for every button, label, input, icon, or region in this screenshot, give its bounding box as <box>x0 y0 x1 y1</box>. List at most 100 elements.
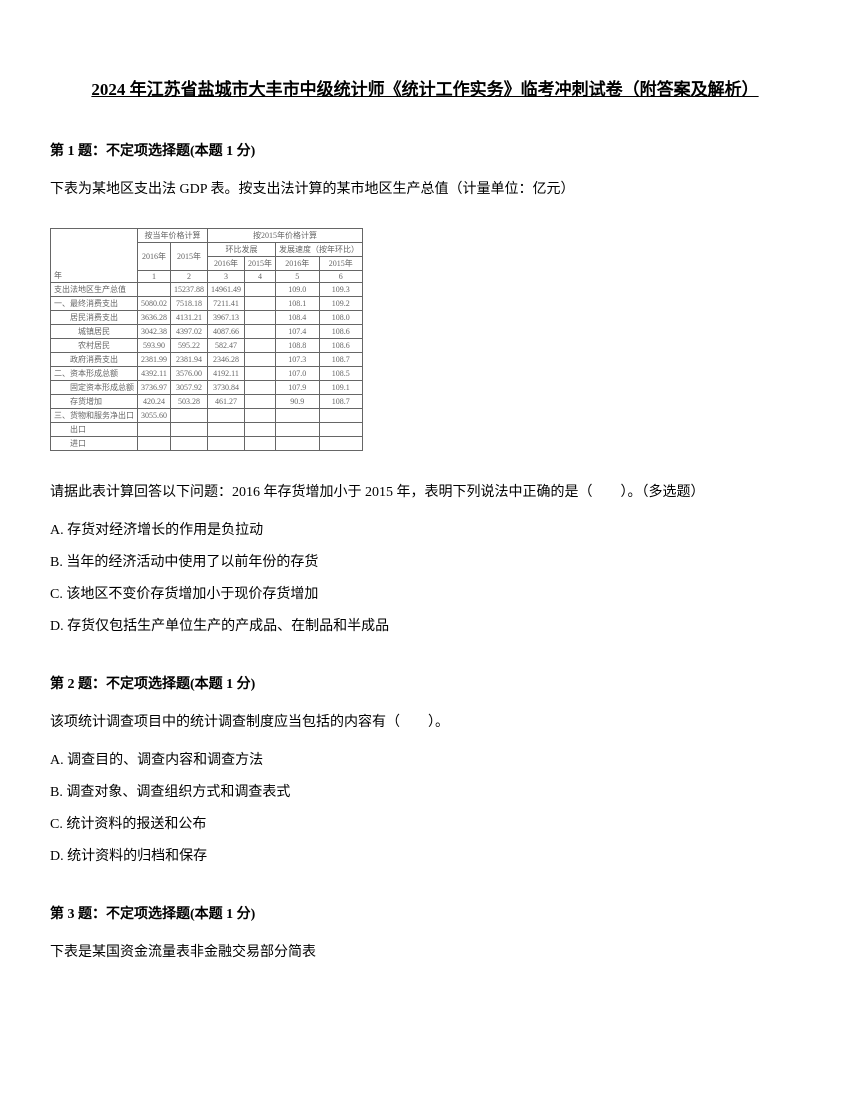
q3-header: 第 3 题：不定项选择题(本题 1 分) <box>50 903 800 923</box>
q1-option-c: C. 该地区不变价存货增加小于现价存货增加 <box>50 581 800 609</box>
cell: 3576.00 <box>171 367 208 381</box>
table-h2-c3: 环比发展 <box>208 243 276 257</box>
q1-question: 请据此表计算回答以下问题：2016 年存货增加小于 2015 年，表明下列说法中… <box>50 479 800 507</box>
cell: 4131.21 <box>171 311 208 325</box>
row-label: 出口 <box>51 423 138 437</box>
q1-option-a: A. 存货对经济增长的作用是负拉动 <box>50 517 800 545</box>
row-label: 一、最终消费支出 <box>51 297 138 311</box>
cell: 108.6 <box>319 325 363 339</box>
row-label: 三、货物和服务净出口 <box>51 409 138 423</box>
cell <box>276 423 320 437</box>
cell: 108.6 <box>319 339 363 353</box>
cell <box>245 367 276 381</box>
cell: 3057.92 <box>171 381 208 395</box>
cell <box>171 437 208 451</box>
cell <box>245 381 276 395</box>
cell <box>245 283 276 297</box>
cell: 3636.28 <box>138 311 171 325</box>
cell <box>245 325 276 339</box>
cell: 595.22 <box>171 339 208 353</box>
cell: 3042.38 <box>138 325 171 339</box>
table-h4-c6: 6 <box>319 271 363 283</box>
cell: 2381.99 <box>138 353 171 367</box>
cell: 109.1 <box>319 381 363 395</box>
table-h1-col3: 按2015年价格计算 <box>208 229 363 243</box>
cell <box>245 297 276 311</box>
cell: 107.0 <box>276 367 320 381</box>
cell <box>138 423 171 437</box>
cell: 108.1 <box>276 297 320 311</box>
cell: 7211.41 <box>208 297 245 311</box>
table-h4-c3: 3 <box>208 271 245 283</box>
table-row: 出口 <box>51 423 363 437</box>
cell: 2381.94 <box>171 353 208 367</box>
table-h4-c2: 2 <box>171 271 208 283</box>
cell <box>319 437 363 451</box>
cell <box>138 283 171 297</box>
cell <box>319 409 363 423</box>
q3-question: 下表是某国资金流量表非金融交易部分简表 <box>50 939 800 967</box>
q1-header: 第 1 题：不定项选择题(本题 1 分) <box>50 140 800 160</box>
cell <box>208 409 245 423</box>
table-row: 存货增加420.24503.28461.2790.9108.7 <box>51 395 363 409</box>
cell: 3967.13 <box>208 311 245 325</box>
cell: 503.28 <box>171 395 208 409</box>
table-row: 二、资本形成总额4392.113576.004192.11107.0108.5 <box>51 367 363 381</box>
q2-header: 第 2 题：不定项选择题(本题 1 分) <box>50 673 800 693</box>
table-row: 城镇居民3042.384397.024087.66107.4108.6 <box>51 325 363 339</box>
table-row: 一、最终消费支出5080.027518.187211.41108.1109.2 <box>51 297 363 311</box>
cell <box>171 409 208 423</box>
q1-table-container: 年 按当年价格计算 按2015年价格计算 2016年 2015年 环比发展 发展… <box>50 228 800 451</box>
table-row: 居民消费支出3636.284131.213967.13108.4108.0 <box>51 311 363 325</box>
table-row: 固定资本形成总额3736.973057.923730.84107.9109.1 <box>51 381 363 395</box>
row-label: 存货增加 <box>51 395 138 409</box>
table-h3-c4: 2015年 <box>245 257 276 271</box>
cell: 109.0 <box>276 283 320 297</box>
cell <box>276 409 320 423</box>
cell: 107.9 <box>276 381 320 395</box>
cell: 5080.02 <box>138 297 171 311</box>
document-title: 2024 年江苏省盐城市大丰市中级统计师《统计工作实务》临考冲刺试卷（附答案及解… <box>50 75 800 100</box>
cell: 14961.49 <box>208 283 245 297</box>
cell: 90.9 <box>276 395 320 409</box>
cell: 4087.66 <box>208 325 245 339</box>
table-row: 三、货物和服务净出口3055.60 <box>51 409 363 423</box>
cell <box>208 437 245 451</box>
table-h4-c5: 5 <box>276 271 320 283</box>
cell: 461.27 <box>208 395 245 409</box>
cell <box>138 437 171 451</box>
cell: 582.47 <box>208 339 245 353</box>
table-h4-c1: 1 <box>138 271 171 283</box>
cell: 109.3 <box>319 283 363 297</box>
table-h2-c5: 发展速度（按年环比） <box>276 243 363 257</box>
gdp-table: 年 按当年价格计算 按2015年价格计算 2016年 2015年 环比发展 发展… <box>50 228 363 451</box>
row-label: 进口 <box>51 437 138 451</box>
table-h3-c5: 2016年 <box>276 257 320 271</box>
q2-option-d: D. 统计资料的归档和保存 <box>50 843 800 871</box>
cell <box>208 423 245 437</box>
table-h1-col2: 按当年价格计算 <box>138 229 208 243</box>
table-row: 支出法地区生产总值15237.8814961.49109.0109.3 <box>51 283 363 297</box>
table-h3-c6: 2015年 <box>319 257 363 271</box>
q2-option-a: A. 调查目的、调查内容和调查方法 <box>50 747 800 775</box>
table-h3-c1: 2016年 <box>138 243 171 271</box>
cell: 4397.02 <box>171 325 208 339</box>
cell: 107.3 <box>276 353 320 367</box>
cell: 4192.11 <box>208 367 245 381</box>
cell: 108.7 <box>319 353 363 367</box>
table-row: 农村居民593.90595.22582.47108.8108.6 <box>51 339 363 353</box>
cell <box>245 339 276 353</box>
q2-option-c: C. 统计资料的报送和公布 <box>50 811 800 839</box>
cell: 3055.60 <box>138 409 171 423</box>
q1-intro: 下表为某地区支出法 GDP 表。按支出法计算的某市地区生产总值（计量单位：亿元） <box>50 176 800 204</box>
table-year-label: 年 <box>51 229 138 283</box>
cell: 15237.88 <box>171 283 208 297</box>
row-label: 农村居民 <box>51 339 138 353</box>
cell: 593.90 <box>138 339 171 353</box>
cell: 2346.28 <box>208 353 245 367</box>
table-row: 政府消费支出2381.992381.942346.28 107.3108.7 <box>51 353 363 367</box>
cell: 3736.97 <box>138 381 171 395</box>
row-label: 政府消费支出 <box>51 353 138 367</box>
cell: 109.2 <box>319 297 363 311</box>
cell <box>245 437 276 451</box>
